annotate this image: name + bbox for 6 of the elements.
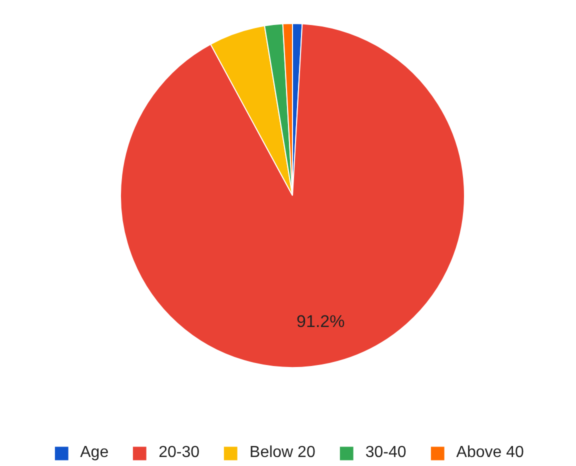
legend-label: 30-40 bbox=[365, 444, 406, 462]
legend-label: Above 40 bbox=[456, 444, 524, 462]
data-label: 91.2% bbox=[296, 312, 345, 331]
legend-label: 20-30 bbox=[158, 444, 200, 462]
legend-label: Age bbox=[80, 444, 109, 462]
legend-label: Below 20 bbox=[250, 444, 316, 462]
